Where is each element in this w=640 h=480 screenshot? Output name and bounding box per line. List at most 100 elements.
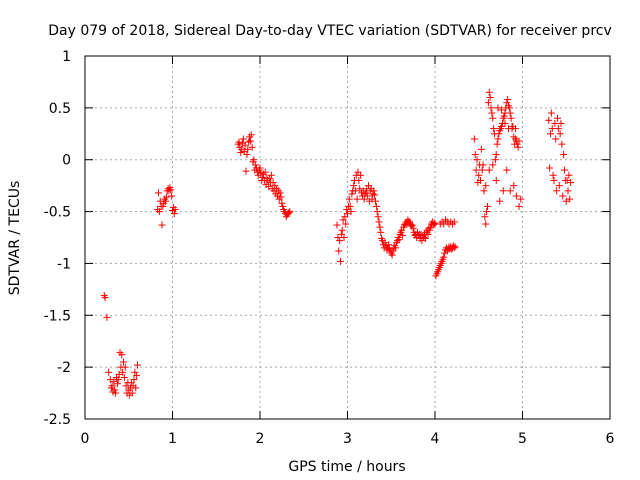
y-tick-label: 1 — [62, 49, 71, 65]
data-point — [279, 202, 287, 210]
data-point — [351, 187, 359, 195]
data-point — [478, 166, 486, 174]
data-point — [424, 230, 432, 238]
data-point — [555, 182, 563, 190]
data-point — [118, 351, 126, 359]
data-point — [165, 187, 173, 195]
data-point — [479, 161, 487, 169]
data-point — [558, 140, 566, 148]
data-point — [481, 213, 489, 221]
data-point — [420, 234, 428, 241]
data-point — [567, 179, 575, 187]
data-point — [506, 187, 514, 195]
y-tick-label: -1.5 — [44, 308, 71, 324]
y-tick-label: -0.5 — [44, 205, 71, 221]
data-point — [408, 221, 416, 229]
y-tick-labels: -2.5 -2 -1.5 -1 -0.5 0 0.5 1 — [44, 49, 71, 428]
data-point — [130, 376, 138, 384]
data-point — [111, 386, 119, 394]
data-point — [426, 226, 434, 234]
data-point — [485, 166, 493, 174]
data-point — [512, 192, 520, 200]
data-point — [450, 244, 458, 252]
data-point — [155, 189, 162, 197]
data-point — [399, 231, 407, 239]
data-point — [561, 166, 568, 174]
data-point — [480, 187, 488, 195]
data-point — [472, 166, 480, 174]
x-tick-label: 4 — [431, 431, 440, 447]
data-point — [372, 197, 379, 205]
data-point — [101, 294, 109, 302]
data-point — [158, 221, 166, 229]
data-point — [371, 191, 379, 199]
data-point — [493, 140, 501, 148]
data-point — [167, 186, 175, 194]
data-point — [338, 226, 346, 234]
data-point — [252, 161, 260, 169]
data-point — [128, 389, 136, 397]
x-tick-label: 3 — [343, 431, 352, 447]
data-point — [473, 156, 481, 164]
data-point — [510, 182, 518, 190]
data-point — [105, 368, 113, 376]
data-point — [250, 156, 258, 164]
data-point — [514, 143, 522, 151]
data-point — [171, 205, 179, 213]
data-point — [350, 182, 358, 190]
data-point — [548, 125, 556, 133]
data-point — [515, 202, 523, 210]
data-point — [492, 176, 500, 184]
data-point — [266, 174, 274, 182]
data-point — [482, 182, 490, 190]
data-point — [334, 234, 342, 241]
data-point — [168, 192, 176, 200]
x-tick-label: 2 — [256, 431, 265, 447]
data-point — [489, 161, 497, 169]
data-point — [398, 226, 406, 234]
data-point — [372, 202, 380, 210]
data-point — [369, 190, 377, 198]
data-point — [237, 148, 245, 156]
y-axis-label: SDTVAR / TECUs — [7, 181, 23, 296]
data-point — [362, 189, 370, 197]
data-point — [132, 384, 140, 392]
x-axis-label: GPS time / hours — [288, 459, 405, 475]
y-tick-label: -2 — [57, 360, 71, 376]
data-point — [364, 192, 372, 200]
data-point — [246, 137, 254, 145]
data-point — [490, 125, 498, 133]
data-point — [347, 208, 355, 216]
data-point — [482, 220, 490, 228]
x-tick-labels: 0 1 2 3 4 5 6 — [81, 431, 615, 447]
y-tick-label: 0 — [62, 153, 71, 169]
data-point — [122, 382, 130, 390]
data-point — [243, 151, 251, 159]
data-point — [120, 358, 127, 366]
data-point — [155, 208, 163, 216]
data-point — [552, 135, 560, 143]
data-point — [564, 187, 572, 195]
data-point — [392, 244, 400, 252]
data-point — [346, 202, 354, 210]
data-point — [276, 189, 284, 197]
data-point — [393, 237, 401, 245]
data-point — [498, 123, 505, 131]
data-point — [337, 257, 344, 265]
data-point — [551, 119, 559, 127]
data-point — [245, 138, 253, 146]
data-point — [409, 224, 417, 232]
data-point — [546, 164, 554, 172]
data-point — [557, 119, 565, 127]
data-point — [162, 197, 169, 205]
data-point — [343, 205, 351, 213]
data-point — [373, 208, 381, 216]
data-point — [485, 88, 493, 96]
data-point — [370, 187, 378, 195]
data-point — [374, 213, 382, 221]
data-point — [450, 218, 458, 226]
data-point — [342, 220, 350, 228]
data-point — [556, 130, 564, 138]
data-point — [335, 247, 343, 255]
data-point — [553, 187, 561, 195]
